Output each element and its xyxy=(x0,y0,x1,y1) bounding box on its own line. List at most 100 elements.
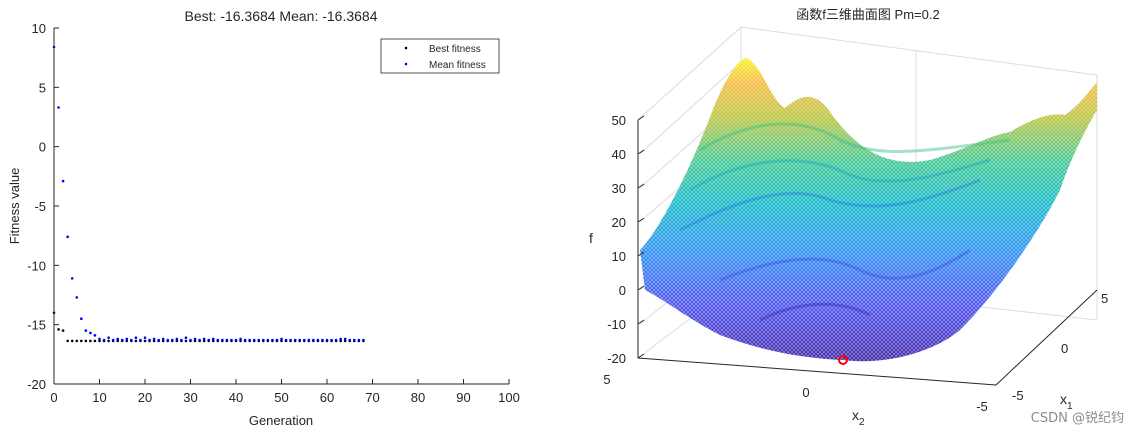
x-tick-label: 100 xyxy=(498,390,520,405)
mean-fitness-point xyxy=(293,338,297,342)
mean-fitness-point xyxy=(248,338,251,342)
mean-fitness-point xyxy=(321,338,324,342)
fitness-plot-area xyxy=(54,28,509,384)
mean-fitness-point xyxy=(221,338,224,342)
mean-fitness-point xyxy=(130,338,133,342)
best-fitness-point xyxy=(116,339,119,343)
mean-fitness-point xyxy=(93,334,97,337)
mean-fitness-point xyxy=(325,338,329,342)
x-tick-label: 50 xyxy=(274,390,288,405)
mean-fitness-point xyxy=(61,179,65,183)
best-fitness-point xyxy=(89,339,92,343)
mean-fitness-point xyxy=(180,338,183,342)
best-fitness-point xyxy=(343,339,347,343)
mean-fitness-point xyxy=(70,277,74,280)
y-tick-label: -10 xyxy=(27,258,46,273)
x-tick-label: 70 xyxy=(365,390,379,405)
mean-fitness-point xyxy=(216,338,220,342)
x-tick-label: 30 xyxy=(183,390,197,405)
y-tick-label: 5 xyxy=(39,80,46,95)
z-tick-label: 30 xyxy=(612,181,626,196)
x-tick-label: 40 xyxy=(229,390,243,405)
surface-mesh xyxy=(640,58,1097,362)
mean-fitness-point xyxy=(339,337,342,341)
mean-fitness-point xyxy=(343,337,347,341)
z-tick-label: 20 xyxy=(612,215,626,230)
mean-fitness-point xyxy=(134,336,138,340)
y-tick-label: -15 xyxy=(27,318,46,333)
z-tick-label: 10 xyxy=(612,249,626,264)
minimum-marker xyxy=(838,355,848,365)
mean-fitness-point xyxy=(166,338,170,342)
mean-fitness-point xyxy=(125,337,129,341)
y-tick-label: 10 xyxy=(32,21,46,36)
z-tick-label: 40 xyxy=(612,147,626,162)
x2-tick-5: 5 xyxy=(603,372,610,387)
best-fitness-point xyxy=(93,339,97,343)
mean-fitness-point xyxy=(107,336,110,340)
best-fitness-point xyxy=(161,339,165,343)
best-fitness-point xyxy=(134,339,138,343)
best-fitness-point xyxy=(280,339,283,343)
mean-fitness-point xyxy=(139,338,142,342)
surface-axes xyxy=(637,120,1098,386)
mean-fitness-point xyxy=(89,331,92,335)
best-fitness-point xyxy=(184,339,188,343)
mean-fitness-point xyxy=(316,338,320,342)
legend-best-marker xyxy=(404,46,408,50)
mean-fitness-point xyxy=(84,329,88,332)
z-tick-mark xyxy=(637,319,645,325)
best-fitness-point xyxy=(152,339,156,343)
best-fitness-point xyxy=(66,339,69,343)
mean-fitness-point xyxy=(284,338,288,342)
mean-fitness-point xyxy=(271,338,274,342)
mean-fitness-point xyxy=(184,336,188,340)
y-tick-label: -5 xyxy=(34,199,46,214)
mean-fitness-point xyxy=(171,338,174,342)
mean-fitness-point xyxy=(148,338,151,342)
x-tick-label: 0 xyxy=(50,390,57,405)
mean-fitness-point xyxy=(230,338,233,342)
mean-fitness-point xyxy=(143,336,147,340)
x-tick-label: 20 xyxy=(138,390,152,405)
mean-fitness-point xyxy=(280,337,283,341)
mean-fitness-point xyxy=(275,338,279,342)
x2-axis-label: x2 xyxy=(852,407,865,428)
mean-fitness-point xyxy=(157,338,160,342)
legend-mean-label: Mean fitness xyxy=(429,60,486,71)
mean-fitness-point xyxy=(175,337,179,341)
mean-fitness-point xyxy=(75,296,79,299)
mean-fitness-point xyxy=(357,338,361,342)
mean-fitness-point xyxy=(57,106,60,109)
mean-fitness-point xyxy=(298,338,302,342)
z-tick-mark xyxy=(637,353,645,359)
best-fitness-point xyxy=(211,339,215,343)
best-fitness-point xyxy=(80,339,83,343)
mean-fitness-point xyxy=(302,338,306,342)
mean-fitness-point xyxy=(207,338,210,342)
mean-fitness-point xyxy=(116,337,119,341)
fitness-chart-title: Best: -16.3684 Mean: -16.3684 xyxy=(184,8,377,24)
mean-fitness-point xyxy=(198,338,201,342)
mean-fitness-point xyxy=(189,338,192,342)
watermark: CSDN @锐纪钧 xyxy=(1030,411,1124,426)
surface-z-ticks: 50 40 30 20 10 0 -10 -20 xyxy=(607,113,645,366)
mean-fitness-point xyxy=(120,338,124,342)
z-axis-label: f xyxy=(589,230,593,246)
mean-fitness-point xyxy=(266,338,270,342)
best-fitness-point xyxy=(107,339,110,343)
mean-fitness-point xyxy=(152,337,156,341)
best-fitness-point xyxy=(75,339,79,343)
legend-mean-marker xyxy=(404,62,408,66)
mean-fitness-point xyxy=(252,338,256,342)
x1-tick-5: 5 xyxy=(1101,291,1108,306)
mean-fitness-point xyxy=(307,338,311,342)
mean-fitness-point xyxy=(334,338,338,342)
mean-fitness-point xyxy=(262,338,265,342)
mean-fitness-point xyxy=(239,337,242,341)
mean-fitness-point xyxy=(66,235,69,239)
fitness-chart: Best: -16.3684 Mean: -16.3684 1050-5-10-… xyxy=(7,8,520,428)
mean-fitness-point xyxy=(202,337,206,341)
z-tick-mark xyxy=(637,149,645,155)
